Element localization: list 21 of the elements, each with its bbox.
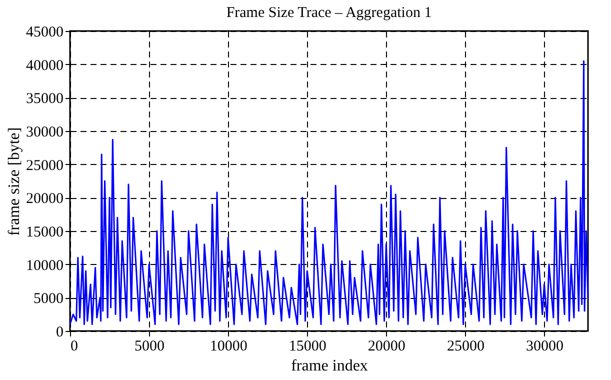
chart-title: Frame Size Trace – Aggregation 1 [226, 5, 432, 21]
y-tick-label: 5000 [34, 291, 64, 308]
x-tick-label: 10000 [210, 338, 248, 354]
x-tick-label: 0 [70, 338, 78, 354]
y-tick-label: 45000 [26, 24, 64, 40]
x-axis-title: frame index [291, 358, 368, 374]
x-tick-label: 30000 [526, 338, 564, 354]
y-tick-label: 15000 [26, 224, 64, 240]
y-tick-label: 25000 [26, 158, 64, 174]
x-tick-label: 15000 [288, 338, 326, 354]
y-tick-label: 40000 [26, 58, 64, 74]
y-tick-label: 30000 [26, 124, 64, 140]
y-tick-label: 10000 [26, 258, 64, 274]
line-series [69, 60, 589, 326]
y-tick-label: 35000 [26, 91, 64, 108]
x-tick-label: 5000 [134, 338, 165, 354]
y-tick-label: 20000 [26, 191, 64, 208]
x-tick-label: 25000 [446, 338, 484, 354]
y-axis-title: frame size [byte] [6, 127, 23, 236]
y-tick-label: 0 [56, 324, 64, 340]
x-tick-label: 20000 [368, 338, 406, 354]
